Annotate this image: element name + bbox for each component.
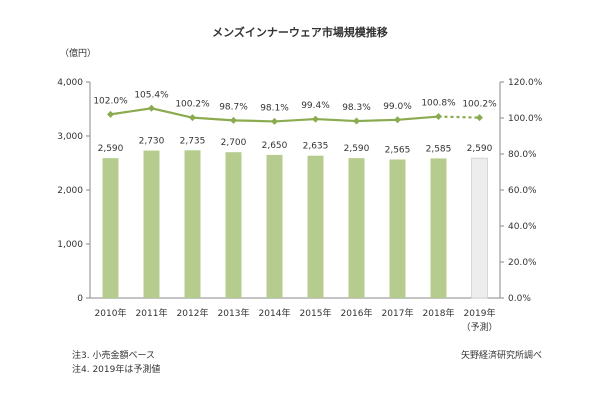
line-value-label: 100.2% bbox=[175, 100, 210, 110]
line-value-label: 105.4% bbox=[134, 90, 169, 100]
bar bbox=[307, 155, 324, 298]
line-value-label: 102.0% bbox=[93, 96, 128, 106]
bar-value-label: 2,700 bbox=[221, 138, 247, 148]
right-tick-label: 20.0% bbox=[508, 258, 537, 268]
x-tick-label: 2012年 bbox=[177, 307, 209, 319]
line-value-label: 98.7% bbox=[219, 102, 248, 112]
line-value-label: 100.2% bbox=[462, 100, 497, 110]
left-tick-label: 4,000 bbox=[57, 78, 83, 88]
bar-value-label: 2,590 bbox=[467, 144, 493, 154]
left-tick-label: 3,000 bbox=[57, 132, 83, 142]
left-tick-label: 2,000 bbox=[57, 186, 83, 196]
x-tick-label: 2018年 bbox=[423, 307, 455, 319]
line-point bbox=[107, 110, 114, 118]
bar bbox=[348, 158, 365, 298]
bar bbox=[102, 158, 119, 298]
line-value-label: 99.0% bbox=[383, 102, 412, 112]
right-tick-label: 120.0% bbox=[508, 78, 543, 88]
bar-value-label: 2,650 bbox=[262, 141, 288, 151]
line-value-label: 98.1% bbox=[260, 103, 289, 113]
bar bbox=[430, 158, 447, 298]
forecast-note-label: （予測） bbox=[461, 321, 497, 333]
bar bbox=[143, 150, 160, 298]
x-tick-label: 2010年 bbox=[95, 307, 127, 319]
bar-value-label: 2,735 bbox=[180, 136, 206, 146]
line-point bbox=[435, 113, 442, 121]
x-tick-label: 2015年 bbox=[300, 307, 332, 319]
y-axis-unit-label: （億円） bbox=[60, 47, 96, 59]
data-labels: 2,590 2,730 2,735 2,700 2,650 2,635 2,590 2,565… bbox=[93, 90, 497, 155]
bar-value-label: 2,730 bbox=[139, 137, 165, 147]
bar bbox=[225, 152, 242, 298]
right-tick-label: 0.0% bbox=[508, 294, 531, 304]
bar-value-label: 2,590 bbox=[98, 144, 124, 154]
line-value-label: 99.4% bbox=[301, 101, 330, 111]
bar-value-label: 2,635 bbox=[303, 142, 329, 152]
right-tick-label: 80.0% bbox=[508, 150, 537, 160]
left-tick-label: 1,000 bbox=[57, 240, 83, 250]
note-retail-basis: 注3. 小売金額ベース bbox=[72, 351, 155, 361]
line-value-label: 100.8% bbox=[421, 99, 456, 109]
note-forecast: 注4. 2019年は予測値 bbox=[72, 365, 161, 375]
x-tick-label: 2019年 bbox=[464, 307, 496, 319]
line-point bbox=[312, 115, 319, 123]
x-tick-label: 2014年 bbox=[259, 307, 291, 319]
line-point bbox=[230, 116, 237, 124]
line-point bbox=[476, 114, 483, 122]
bar-series bbox=[102, 150, 488, 299]
x-tick-label: 2017年 bbox=[382, 307, 414, 319]
right-tick-label: 60.0% bbox=[508, 186, 537, 196]
right-tick-label: 100.0% bbox=[508, 114, 543, 124]
bar bbox=[389, 159, 406, 298]
line-point bbox=[148, 104, 155, 112]
bar bbox=[471, 157, 488, 299]
line-point bbox=[189, 114, 196, 122]
x-tick-label: 2011年 bbox=[136, 307, 168, 319]
bar bbox=[266, 154, 283, 298]
bar bbox=[184, 150, 201, 298]
bar-value-label: 2,585 bbox=[426, 144, 452, 154]
bar-value-label: 2,590 bbox=[344, 144, 370, 154]
line-point bbox=[353, 117, 360, 125]
line-point bbox=[271, 117, 278, 125]
x-tick-label: 2016年 bbox=[341, 307, 373, 319]
axes: 0 1,000 2,000 3,000 4,000 0.0% 20.0% 40.0% 60.0%… bbox=[57, 78, 543, 333]
line-series bbox=[107, 104, 483, 125]
source-credit: 矢野経済研究所調べ bbox=[460, 351, 542, 361]
bar-value-label: 2,565 bbox=[385, 145, 411, 155]
line-point bbox=[394, 116, 401, 124]
right-tick-label: 40.0% bbox=[508, 222, 537, 232]
x-tick-label: 2013年 bbox=[218, 307, 250, 319]
left-tick-label: 0 bbox=[77, 294, 83, 304]
line-value-label: 98.3% bbox=[342, 103, 371, 113]
forecast-line-segment bbox=[438, 115, 480, 119]
chart-title: メンズインナーウェア市場規模推移 bbox=[212, 25, 388, 39]
